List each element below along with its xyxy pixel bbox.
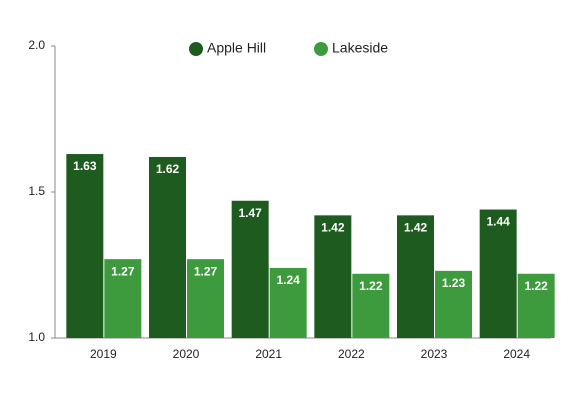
value-label: 1.27 [111,264,135,278]
value-label: 1.22 [524,279,548,293]
x-tick-label: 2024 [503,347,530,361]
bar [149,156,186,338]
value-label: 1.44 [486,215,510,229]
bar [66,154,104,338]
value-label: 1.42 [321,221,345,235]
x-tick-label: 2019 [90,347,117,361]
bar [517,273,555,338]
y-tick-label: 1.5 [28,184,45,198]
value-label: 1.27 [194,264,218,278]
x-tick-label: 2020 [173,347,200,361]
bar [435,270,472,338]
value-label: 1.42 [404,221,428,235]
bar [231,200,269,338]
bar [397,215,434,338]
bar [104,259,142,338]
x-tick-label: 2023 [421,347,448,361]
x-tick-label: 2022 [338,347,365,361]
y-tick-label: 2.0 [28,38,45,52]
value-label: 1.23 [442,276,466,290]
legend-marker [314,42,328,56]
bar [479,209,517,338]
value-label: 1.62 [156,162,180,176]
x-tick-label: 2021 [255,347,282,361]
legend-marker [189,42,203,56]
value-label: 1.22 [359,279,383,293]
bar [352,273,390,338]
legend-label: Apple Hill [207,40,266,56]
bar [314,215,352,338]
bar [187,259,224,338]
legend-label: Lakeside [332,40,388,56]
bar [269,267,307,338]
value-label: 1.63 [73,159,97,173]
value-label: 1.24 [276,273,300,287]
y-tick-label: 1.0 [28,330,45,344]
value-label: 1.47 [238,206,262,220]
